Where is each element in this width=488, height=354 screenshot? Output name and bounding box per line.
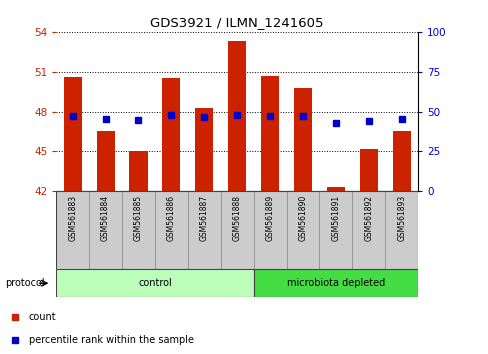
Bar (56, 191, 89, 269)
Bar (187, 191, 220, 269)
Bar (96, 131, 114, 191)
Text: GSM561886: GSM561886 (166, 195, 176, 241)
Bar (227, 41, 245, 191)
Bar (261, 76, 279, 191)
Bar (385, 191, 417, 269)
Text: GSM561890: GSM561890 (298, 195, 307, 241)
Bar (253, 191, 286, 269)
Text: microbiota depleted: microbiota depleted (286, 278, 384, 288)
Text: GSM561893: GSM561893 (396, 195, 406, 241)
Bar (359, 149, 377, 191)
Text: protocol: protocol (5, 278, 44, 288)
Bar (56, 269, 253, 297)
Bar (195, 108, 213, 191)
Bar (351, 191, 385, 269)
Text: control: control (138, 278, 171, 288)
Text: GSM561892: GSM561892 (364, 195, 372, 241)
Bar (162, 78, 180, 191)
Bar (253, 269, 417, 297)
Text: GSM561883: GSM561883 (68, 195, 77, 241)
Bar (89, 191, 122, 269)
Text: GSM561885: GSM561885 (134, 195, 142, 241)
Title: GDS3921 / ILMN_1241605: GDS3921 / ILMN_1241605 (150, 16, 323, 29)
Bar (129, 152, 147, 191)
Text: GSM561884: GSM561884 (101, 195, 110, 241)
Text: GSM561888: GSM561888 (232, 195, 241, 241)
Bar (220, 191, 253, 269)
Text: count: count (29, 312, 56, 322)
Bar (63, 77, 81, 191)
Bar (319, 191, 351, 269)
Bar (293, 88, 311, 191)
Bar (286, 191, 319, 269)
Bar (326, 187, 344, 191)
Text: GSM561889: GSM561889 (265, 195, 274, 241)
Bar (155, 191, 187, 269)
Text: percentile rank within the sample: percentile rank within the sample (29, 335, 193, 346)
Text: GSM561887: GSM561887 (200, 195, 208, 241)
Text: GSM561891: GSM561891 (331, 195, 340, 241)
Bar (392, 131, 410, 191)
Bar (122, 191, 155, 269)
